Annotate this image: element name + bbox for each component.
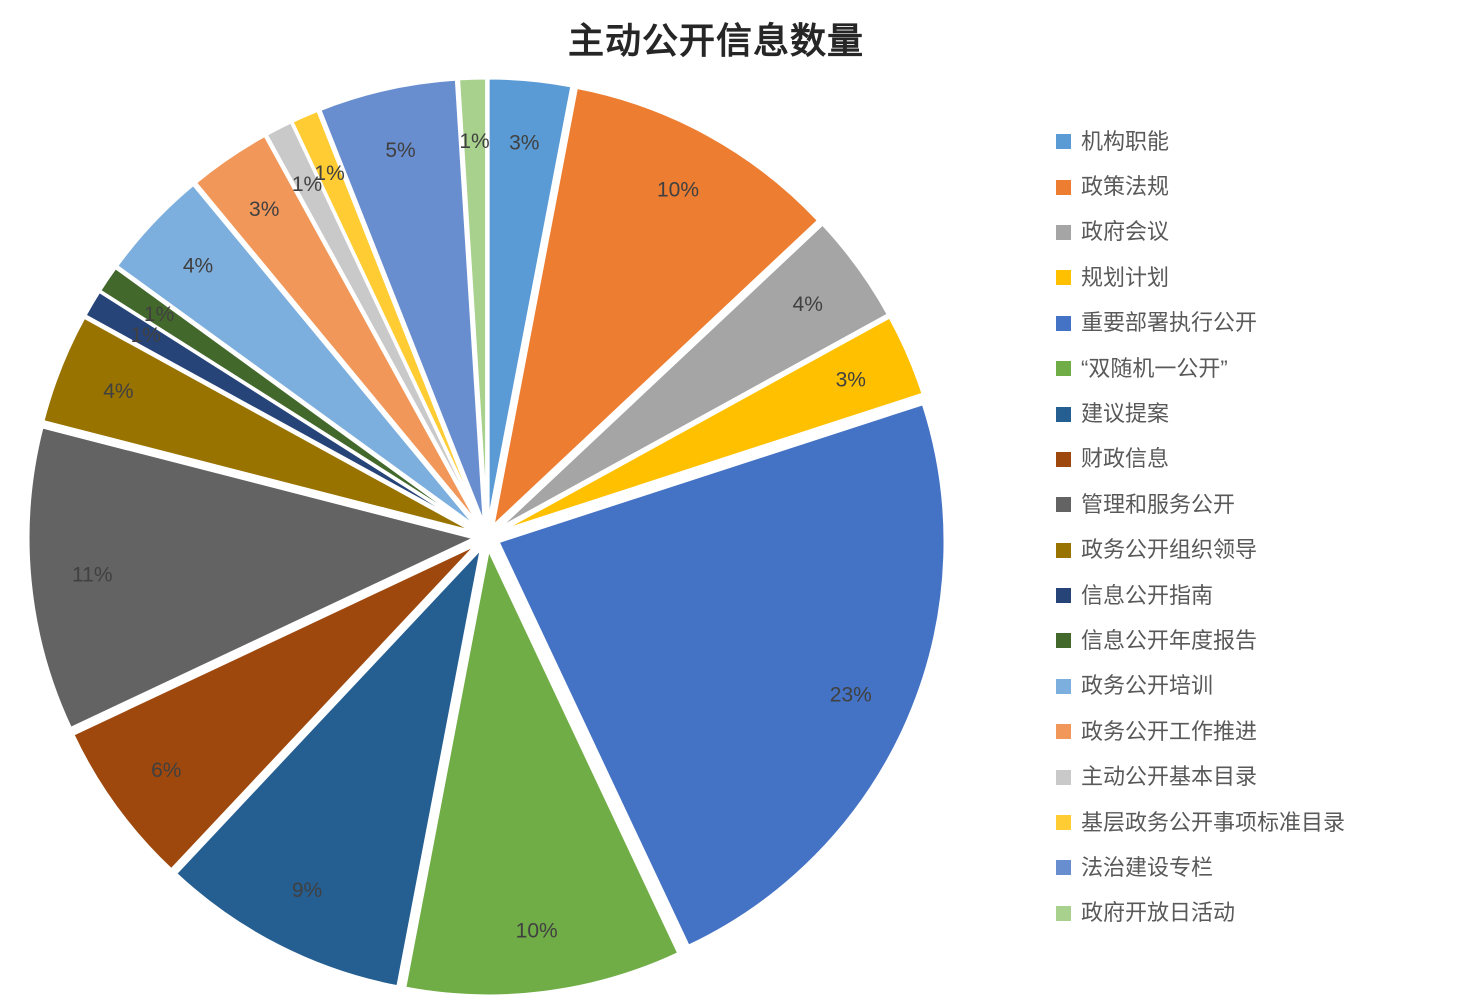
legend-swatch-icon — [1056, 224, 1071, 240]
pie-slice-9 — [26, 425, 477, 730]
pie-slice-18 — [457, 76, 489, 527]
slice-value-label-10: 4% — [103, 380, 133, 403]
legend-label: 政府会议 — [1081, 219, 1170, 245]
legend-label: 机构职能 — [1081, 128, 1170, 154]
pie-slice-5 — [496, 402, 947, 948]
legend-swatch-icon — [1056, 406, 1071, 422]
pie-slice-12 — [98, 266, 479, 532]
slice-value-label-9: 11% — [72, 563, 112, 586]
slice-value-label-1: 3% — [509, 131, 539, 154]
legend-swatch-icon — [1056, 542, 1071, 558]
legend-item-7: 建议提案 — [1056, 391, 1345, 436]
slice-value-label-18: 1% — [459, 130, 489, 153]
pie-slice-13 — [115, 182, 480, 531]
slice-value-label-15: 1% — [292, 173, 322, 196]
slice-value-label-17: 5% — [385, 139, 415, 162]
legend-swatch-icon — [1056, 451, 1071, 467]
legend-item-9: 管理和服务公开 — [1056, 482, 1345, 527]
slice-value-label-3: 4% — [793, 293, 823, 316]
legend-label: 信息公开年度报告 — [1081, 627, 1258, 653]
legend-swatch-icon — [1056, 633, 1071, 649]
pie-slice-10 — [41, 315, 478, 535]
legend-swatch-icon — [1056, 134, 1071, 150]
legend-item-10: 政务公开组织领导 — [1056, 528, 1345, 573]
legend-label: 重要部署执行公开 — [1081, 310, 1258, 336]
slice-value-label-16: 1% — [314, 162, 344, 185]
legend-swatch-icon — [1056, 497, 1071, 513]
legend-item-18: 政府开放日活动 — [1056, 891, 1345, 936]
legend-item-17: 法治建设专栏 — [1056, 845, 1345, 890]
legend-label: 主动公开基本目录 — [1081, 764, 1258, 790]
legend-swatch-icon — [1056, 860, 1071, 876]
legend: 机构职能政策法规政府会议规划计划重要部署执行公开 “双随机一公开” 建议提案财政信息… — [1056, 119, 1345, 936]
legend-item-13: 政务公开培训 — [1056, 664, 1345, 709]
legend-label: 政务公开工作推进 — [1081, 718, 1258, 744]
legend-label: 财政信息 — [1081, 446, 1170, 472]
pie-slice-3 — [495, 222, 890, 532]
slice-value-label-11: 1% — [131, 324, 161, 347]
legend-label: 规划计划 — [1081, 264, 1170, 290]
legend-label: 政策法规 — [1081, 174, 1170, 200]
legend-swatch-icon — [1056, 724, 1071, 740]
slice-value-label-2: 10% — [657, 179, 699, 202]
legend-label: 建议提案 — [1081, 401, 1170, 427]
legend-swatch-icon — [1056, 905, 1071, 921]
legend-item-5: 重要部署执行公开 — [1056, 301, 1345, 346]
pie-slice-7 — [174, 546, 484, 989]
slice-value-label-12: 1% — [144, 303, 174, 326]
slice-value-label-7: 9% — [292, 879, 322, 902]
slice-value-label-5: 23% — [830, 683, 872, 706]
slice-value-label-8: 6% — [151, 759, 181, 782]
pie-slice-6 — [403, 547, 681, 998]
legend-item-11: 信息公开指南 — [1056, 573, 1345, 618]
pie-slice-14 — [193, 133, 482, 529]
pie-slice-17 — [318, 77, 486, 527]
pie-slice-4 — [496, 315, 925, 534]
legend-label: 政务公开组织领导 — [1081, 537, 1258, 563]
slice-value-label-13: 4% — [183, 255, 213, 278]
legend-item-15: 主动公开基本目录 — [1056, 754, 1345, 799]
legend-label: 信息公开指南 — [1081, 582, 1214, 608]
slice-value-label-4: 3% — [836, 369, 866, 392]
legend-item-14: 政务公开工作推进 — [1056, 709, 1345, 754]
slice-value-label-14: 3% — [249, 198, 279, 221]
legend-item-1: 机构职能 — [1056, 119, 1345, 164]
pie-slice-8 — [71, 542, 479, 872]
chart-title: 主动公开信息数量 — [567, 20, 864, 61]
slice-value-label-6: 10% — [516, 919, 558, 942]
legend-item-6: “双随机一公开” — [1056, 346, 1345, 391]
pie-slice-16 — [290, 108, 484, 528]
legend-item-8: 财政信息 — [1056, 437, 1345, 482]
legend-swatch-icon — [1056, 361, 1071, 377]
legend-swatch-icon — [1056, 769, 1071, 785]
pie-slice-1 — [486, 76, 574, 527]
legend-label: 基层政务公开事项标准目录 — [1081, 809, 1346, 835]
legend-item-12: 信息公开年度报告 — [1056, 618, 1345, 663]
legend-swatch-icon — [1056, 678, 1071, 694]
legend-item-16: 基层政务公开事项标准目录 — [1056, 800, 1345, 845]
legend-swatch-icon — [1056, 179, 1071, 195]
legend-item-2: 政策法规 — [1056, 164, 1345, 209]
legend-label: 政府开放日活动 — [1081, 900, 1236, 926]
pie-slice-2 — [491, 85, 821, 528]
legend-label: 法治建设专栏 — [1081, 854, 1214, 880]
legend-swatch-icon — [1056, 315, 1071, 331]
legend-label: “双随机一公开” — [1081, 355, 1228, 381]
legend-label: 管理和服务公开 — [1081, 491, 1236, 517]
legend-item-4: 规划计划 — [1056, 255, 1345, 300]
legend-item-3: 政府会议 — [1056, 210, 1345, 255]
legend-swatch-icon — [1056, 270, 1071, 286]
legend-swatch-icon — [1056, 815, 1071, 831]
legend-swatch-icon — [1056, 588, 1071, 604]
legend-label: 政务公开培训 — [1081, 673, 1214, 699]
